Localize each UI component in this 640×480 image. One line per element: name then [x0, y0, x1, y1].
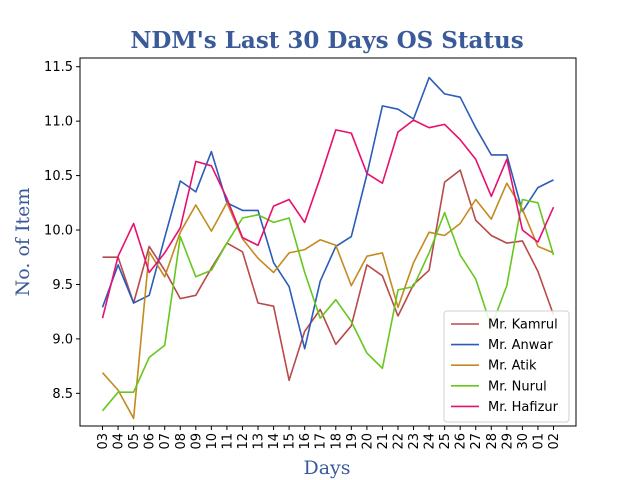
x-tick-label: 10: [205, 433, 220, 450]
y-tick-label: 8.5: [52, 387, 73, 402]
x-tick-label: 19: [345, 433, 360, 450]
y-tick-label: 10.5: [44, 169, 73, 184]
y-tick-label: 11.5: [44, 60, 73, 75]
x-tick-label: 20: [360, 433, 375, 450]
series-line-mr-hafizur: [101, 119, 555, 319]
x-tick-label: 28: [485, 433, 500, 450]
x-tick-label: 18: [329, 433, 344, 450]
x-tick-label: 27: [469, 433, 484, 450]
x-tick-label: 23: [407, 433, 422, 450]
x-tick-label: 03: [96, 433, 111, 450]
series-line-mr-anwar: [101, 76, 554, 350]
x-tick-label: 29: [500, 433, 515, 450]
legend-label: Mr. Hafizur: [488, 400, 559, 415]
legend-label: Mr. Kamrul: [488, 318, 558, 333]
x-tick-label: 07: [158, 433, 173, 450]
x-tick-label: 11: [220, 433, 235, 450]
x-tick-label: 04: [112, 433, 127, 450]
legend-box: [443, 310, 570, 423]
x-tick-label: 26: [454, 433, 469, 450]
x-axis-label: Days: [303, 457, 350, 479]
x-tick-label: 08: [174, 433, 189, 450]
x-tick-label: 01: [531, 433, 546, 450]
x-tick-label: 15: [283, 433, 298, 450]
x-tick-label: 30: [516, 433, 531, 450]
x-tick-label: 22: [391, 433, 406, 450]
y-tick-label: 9.0: [52, 332, 73, 347]
series-lines: [101, 76, 555, 420]
x-tick-label: 06: [143, 433, 158, 450]
x-tick-label: 14: [267, 433, 282, 450]
series-line-mr-kamrul: [102, 169, 555, 382]
x-tick-label: 02: [547, 433, 562, 450]
series-line-mr-nurul: [101, 198, 555, 412]
series-line-mr-atik: [101, 182, 554, 420]
x-tick-label: 09: [189, 433, 204, 450]
x-tick-label: 21: [376, 433, 391, 450]
chart-title: NDM's Last 30 Days OS Status: [130, 27, 523, 54]
legend: Mr. Kamrul Mr. Anwar Mr. Atik Mr. Nurul Mr. …: [443, 310, 570, 423]
x-tick-label: 17: [314, 433, 329, 450]
x-tick-label: 05: [127, 433, 142, 450]
legend-label: Mr. Anwar: [488, 338, 553, 353]
axis-ticks: 8.59.09.510.010.511.011.503 04 05 06 07 08 09 1…: [44, 60, 562, 449]
x-tick-label: 24: [423, 433, 438, 450]
y-axis-label: No. of Item: [12, 188, 34, 297]
plot-area-frame: [79, 57, 577, 427]
x-tick-label: 13: [252, 433, 267, 450]
y-tick-label: 10.0: [44, 224, 73, 239]
y-tick-label: 9.5: [52, 278, 73, 293]
legend-label: Mr. Nurul: [488, 379, 547, 394]
legend-label: Mr. Atik: [488, 359, 537, 374]
x-tick-label: 12: [236, 433, 251, 450]
y-tick-label: 11.0: [44, 115, 73, 130]
x-tick-label: 25: [438, 433, 453, 450]
x-tick-label: 16: [298, 433, 313, 450]
